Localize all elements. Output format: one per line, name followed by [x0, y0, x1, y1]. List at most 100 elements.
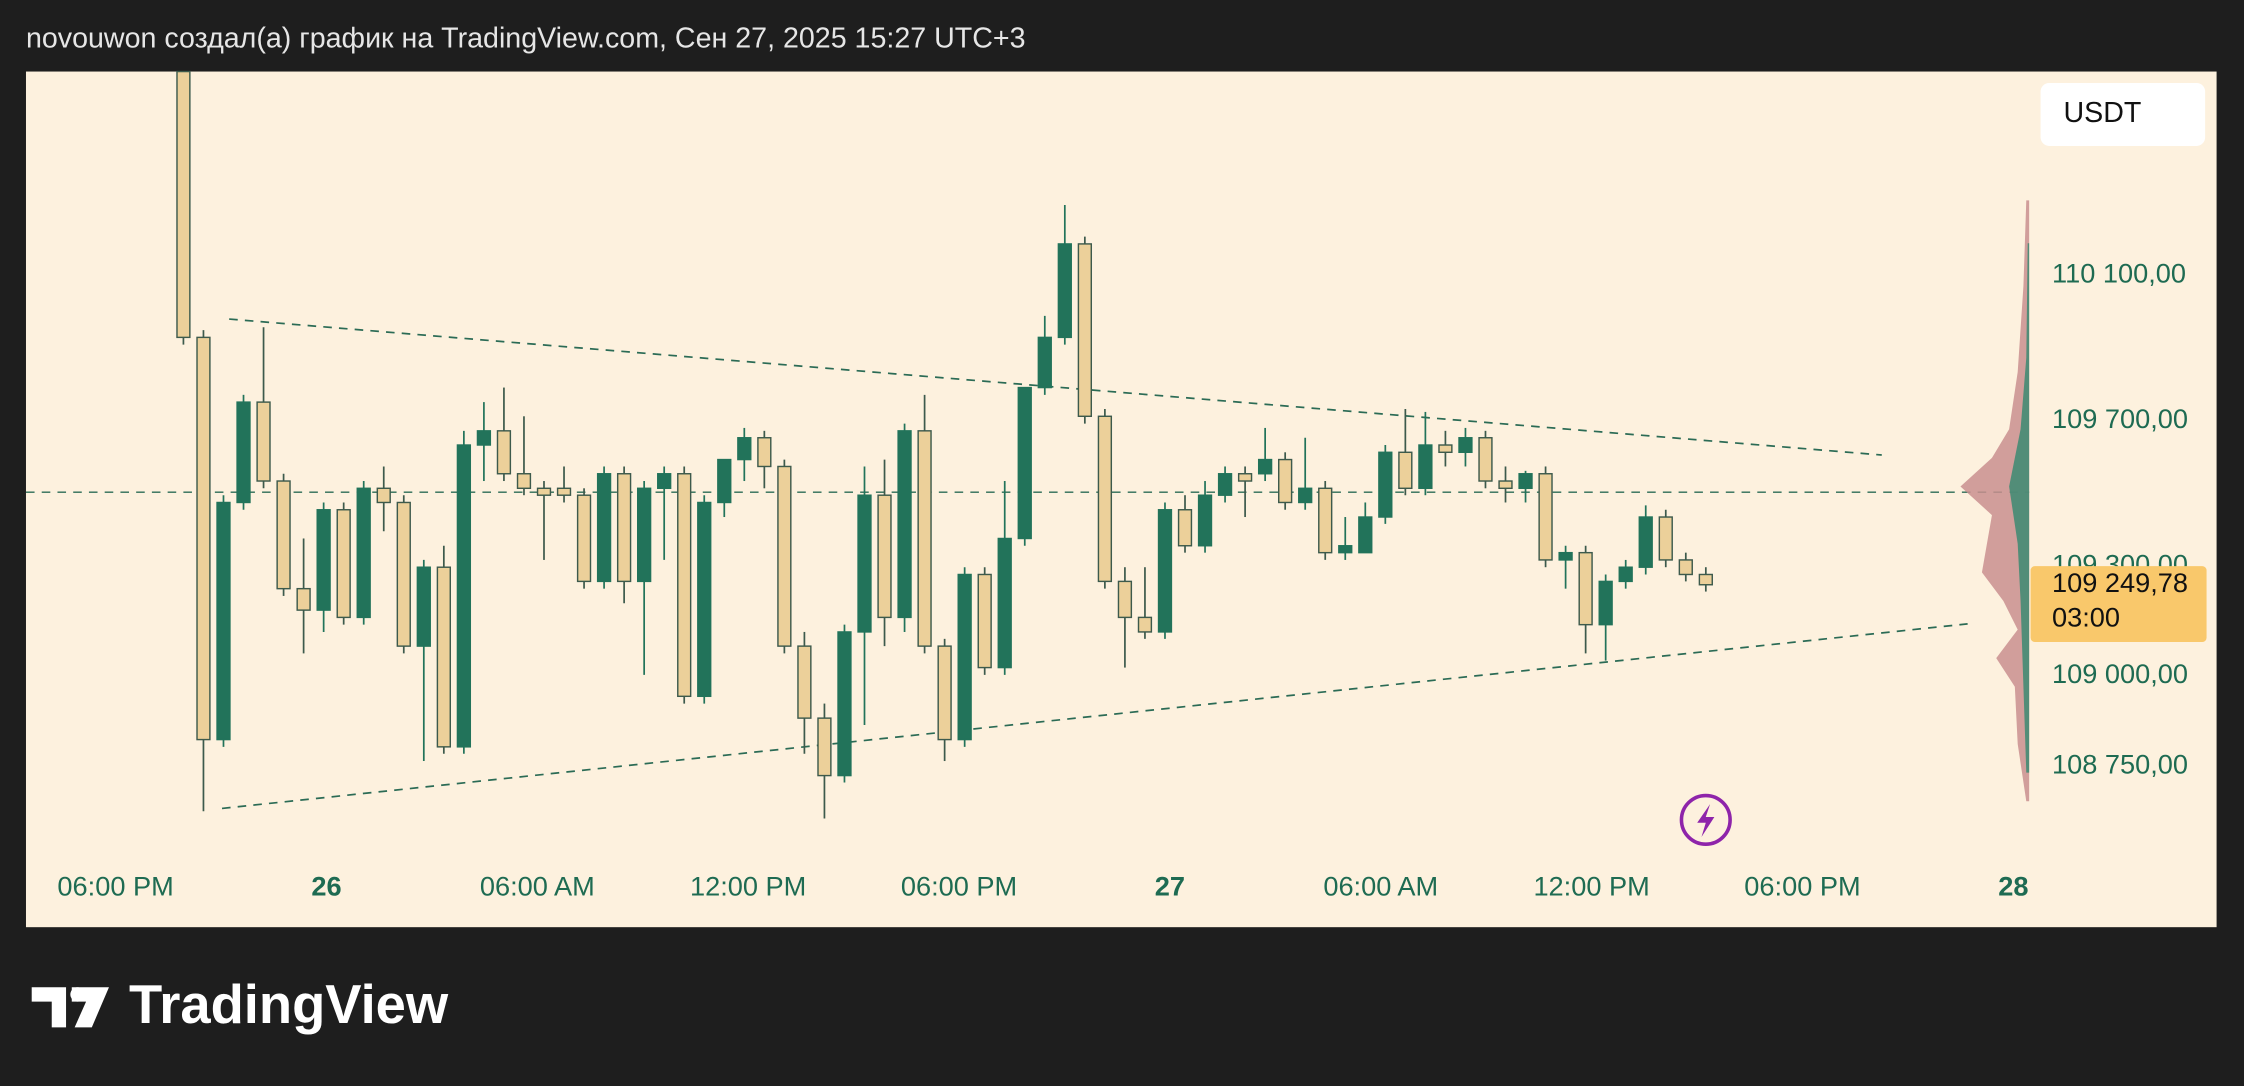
candle-body — [877, 494, 892, 619]
x-tick-label: 12:00 PM — [690, 871, 806, 902]
candle-body — [677, 473, 692, 698]
candle-body — [376, 487, 391, 504]
candle-body — [336, 509, 351, 619]
candle-body — [416, 566, 431, 647]
y-tick-label: 108 750,00 — [2052, 749, 2188, 780]
candle-body — [857, 494, 872, 633]
header: novouwon создал(а) график на TradingView… — [26, 23, 1026, 55]
candle-body — [636, 487, 652, 583]
candle-body — [1478, 437, 1493, 482]
logo-text: TradingView — [129, 974, 449, 1035]
candle-body — [276, 480, 291, 590]
candle-body — [1157, 509, 1173, 633]
plot — [25, 70, 2030, 846]
candle-body — [176, 70, 191, 339]
volume-profile — [1960, 200, 2030, 802]
candle-body — [536, 487, 552, 496]
currency-box[interactable] — [2040, 82, 2206, 146]
candle-body — [456, 444, 472, 748]
candle-body — [296, 587, 311, 611]
candle-body — [1358, 516, 1373, 554]
candle-body — [1438, 444, 1453, 454]
candle-body — [1538, 473, 1553, 561]
candle-body — [236, 401, 251, 504]
candle-body — [797, 645, 812, 719]
x-tick-label: 06:00 AM — [1323, 871, 1438, 902]
candle-body — [817, 717, 832, 777]
candle-body — [737, 437, 752, 461]
alert-icon[interactable] — [1679, 793, 1732, 846]
candle-body — [1418, 444, 1433, 490]
candle-body — [697, 501, 712, 698]
volume-profile-up — [2009, 243, 2030, 773]
candle-body — [476, 430, 492, 446]
x-tick-label: 28 — [1998, 871, 2028, 902]
candle-body — [1378, 451, 1393, 518]
y-tick-label: 109 700,00 — [2052, 403, 2188, 434]
logo: TradingView — [31, 974, 449, 1035]
candle-body — [1498, 480, 1513, 490]
candle-body — [1197, 494, 1213, 547]
candle-body — [256, 401, 271, 482]
plot-area — [25, 71, 2217, 928]
candle-body — [216, 501, 231, 741]
countdown: 03:00 — [2052, 601, 2120, 632]
candle-body — [1117, 580, 1133, 619]
candle-body — [657, 473, 672, 490]
last-price-label: 109 249,78 — [2052, 567, 2188, 598]
candle-body — [1298, 487, 1313, 504]
candle-body — [1458, 437, 1473, 454]
candle-body — [1338, 545, 1353, 554]
last-price-box — [2030, 566, 2207, 642]
candle-body — [997, 537, 1012, 669]
candle-body — [897, 430, 912, 619]
alert-bolt — [1697, 804, 1715, 838]
candle-body — [576, 494, 592, 583]
candle-body — [616, 473, 632, 583]
candle-body — [1318, 487, 1333, 554]
candle-body — [1278, 458, 1293, 504]
x-tick-label: 12:00 PM — [1533, 871, 1649, 902]
candle-body — [196, 336, 211, 741]
candle-body — [1057, 243, 1072, 339]
candle-body — [1097, 415, 1113, 583]
candle-body — [1217, 473, 1233, 496]
candle-body — [1137, 616, 1153, 633]
candle-body — [396, 501, 411, 647]
candle-body — [757, 437, 772, 468]
candle-body — [717, 458, 732, 504]
candle-body — [937, 645, 952, 741]
candle-body — [1077, 243, 1093, 418]
candle-body — [1698, 573, 1713, 586]
candle-body — [1017, 386, 1032, 540]
candle-body — [1658, 516, 1673, 561]
candle-body — [1518, 473, 1533, 490]
logo-dot — [70, 987, 85, 1002]
candle-body — [1398, 451, 1413, 490]
candle-body — [957, 573, 972, 741]
candle-body — [1638, 516, 1653, 568]
candle-body — [496, 430, 512, 475]
x-tick-label: 27 — [1155, 871, 1185, 902]
candle-body — [436, 566, 451, 748]
candle-body — [917, 430, 932, 647]
x-tick-label: 06:00 AM — [480, 871, 595, 902]
candle-body — [1257, 458, 1273, 475]
y-tick-label: 109 000,00 — [2052, 658, 2188, 689]
candle-body — [316, 509, 331, 611]
candle-body — [1618, 566, 1633, 583]
candle-body — [1578, 551, 1593, 626]
x-tick-label: 06:00 PM — [901, 871, 1017, 902]
candle-body — [1558, 551, 1573, 561]
logo-icon — [31, 987, 109, 1028]
candle-body — [1678, 559, 1693, 576]
candle-body — [837, 631, 852, 777]
candle-body — [977, 573, 992, 669]
candle-body — [1598, 580, 1613, 626]
candle-body — [1037, 336, 1052, 389]
candle-body — [556, 487, 572, 496]
candle-body — [356, 487, 371, 619]
candle-body — [596, 473, 612, 583]
